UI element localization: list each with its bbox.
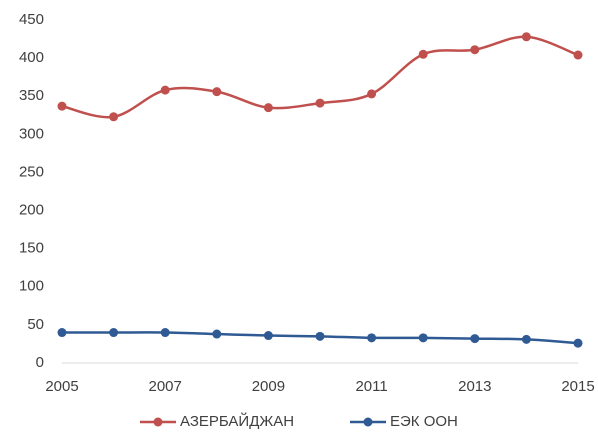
point <box>160 85 170 95</box>
point <box>521 32 531 42</box>
y-tick-label: 100 <box>19 278 44 295</box>
point <box>573 338 583 348</box>
point <box>263 103 273 113</box>
point <box>521 334 531 344</box>
x-tick-label: 2013 <box>458 378 491 395</box>
y-tick-label: 450 <box>19 11 44 28</box>
x-tick-label: 2007 <box>149 378 182 395</box>
point <box>470 45 480 55</box>
point <box>109 328 119 338</box>
point <box>212 87 222 97</box>
point <box>573 50 583 60</box>
point <box>470 334 480 344</box>
y-tick-label: 150 <box>19 240 44 257</box>
point <box>160 328 170 338</box>
point <box>57 101 67 111</box>
y-tick-label: 200 <box>19 202 44 219</box>
point <box>263 331 273 341</box>
point <box>418 49 428 59</box>
x-tick-label: 2011 <box>355 378 387 395</box>
y-tick-label: 250 <box>19 163 44 180</box>
y-tick-label: 300 <box>19 125 44 142</box>
legend-marker <box>363 417 373 427</box>
x-tick-label: 2009 <box>252 378 285 395</box>
x-tick-label: 2005 <box>45 378 78 395</box>
point <box>109 112 119 122</box>
legend-label: ЕЭК ООН <box>390 413 458 430</box>
y-tick-label: 350 <box>19 87 44 104</box>
legend-label: АЗЕРБАЙДЖАН <box>180 412 294 430</box>
point <box>418 333 428 343</box>
point <box>57 328 67 338</box>
legend-marker <box>153 417 163 427</box>
point <box>367 89 377 99</box>
point <box>367 333 377 343</box>
y-tick-label: 0 <box>36 354 44 371</box>
y-tick-label: 50 <box>27 316 44 333</box>
x-tick-label: 2015 <box>561 378 594 395</box>
y-tick-label: 400 <box>19 49 44 66</box>
point <box>315 98 325 108</box>
point <box>212 329 222 339</box>
point <box>315 331 325 341</box>
